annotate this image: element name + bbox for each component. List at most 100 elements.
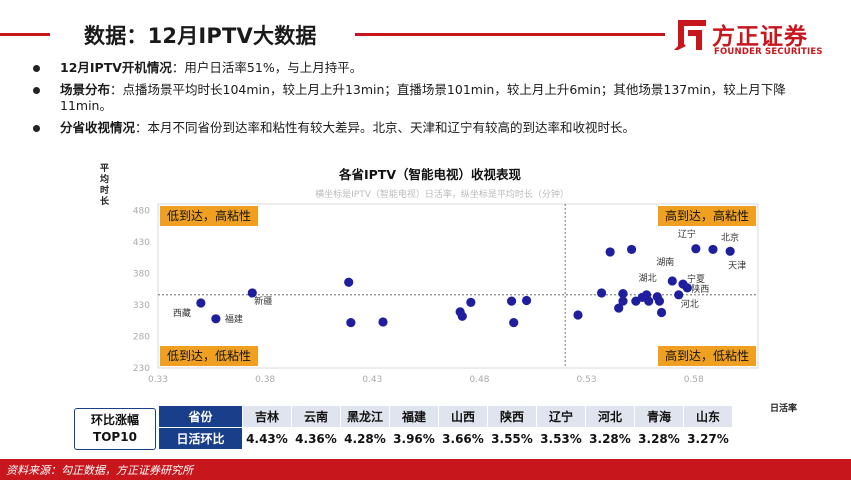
data-point <box>708 244 718 255</box>
data-point <box>573 310 583 320</box>
data-point-label: 西藏 <box>173 307 191 319</box>
data-point <box>509 317 519 328</box>
ranking-tag-line1: 环比涨幅 <box>90 413 139 427</box>
data-point <box>682 283 692 293</box>
data-point <box>654 296 665 306</box>
data-point <box>378 317 388 327</box>
y-tick-label: 330 <box>133 301 150 311</box>
bullet-item: 分省收视情况：本月不同省份到达率和粘性有较大差异。北京、天津和辽宁有较高的到达率… <box>30 120 820 136</box>
quadrant-label-top-right: 高到达，高粘性 <box>665 208 749 223</box>
data-point <box>656 307 667 318</box>
header-rule-left <box>0 33 50 36</box>
data-point-label: 辽宁 <box>678 228 696 240</box>
ranking-row-head: 省份 <box>158 405 243 428</box>
y-tick-label: 430 <box>133 238 150 248</box>
data-point-label: 宁夏 <box>687 273 705 285</box>
scatter-chart-svg: 各省IPTV（智能电视）收视表现横坐标是IPTV（智能电视）日活率，纵坐标是平均… <box>100 163 797 414</box>
data-point-label: 福建 <box>225 313 243 325</box>
data-point <box>457 311 467 321</box>
ranking-cell-value: 3.55% <box>487 427 537 450</box>
data-point-label: 天津 <box>728 260 746 271</box>
data-point <box>605 247 615 257</box>
x-tick-label: 0.58 <box>684 375 704 385</box>
ranking-cell-value: 4.36% <box>291 427 341 450</box>
footer-bar: 资料来源：勾正数据，方正证券研究所 <box>0 459 851 480</box>
data-point <box>667 276 677 286</box>
quadrant-box-bottom-right <box>658 346 756 366</box>
data-point <box>626 244 637 255</box>
data-point <box>247 288 257 298</box>
ranking-cell-value: 3.53% <box>536 427 586 450</box>
bullet-heading: 分省收视情况 <box>60 120 136 135</box>
x-tick-label: 0.43 <box>362 375 382 385</box>
y-tick-label: 280 <box>133 332 150 342</box>
ranking-cell-value: 4.28% <box>340 427 390 450</box>
bullet-text: ：点播场景平均时长104min，较上月上升13min；直播场景101min，较上… <box>60 82 786 113</box>
ranking-cell-value: 4.43% <box>242 427 292 450</box>
ranking-cell-province: 福建 <box>389 405 439 428</box>
ranking-cell-value: 3.28% <box>634 427 684 450</box>
page-title: 数据：12月IPTV大数据 <box>84 24 317 48</box>
footer-source: 资料来源：勾正数据，方正证券研究所 <box>6 464 193 477</box>
ranking-tag-line2: TOP10 <box>93 430 137 444</box>
ranking-cell-province: 陕西 <box>487 405 537 428</box>
data-point <box>466 297 476 307</box>
data-point <box>618 296 628 306</box>
ranking-table: 省份 吉林 云南 黑龙江 福建 山西 陕西 辽宁 河北 青海 山东 日活环比 4.43% 4.36%… <box>158 405 733 450</box>
founder-logo: 方正证券 FOUNDER SECURITIES <box>672 14 847 62</box>
logo-text-cn: 方正证券 <box>712 24 808 50</box>
ranking-cell-province: 河北 <box>585 405 635 428</box>
data-point-label: 新疆 <box>254 295 272 307</box>
bullet-list: 12月IPTV开机情况：用户日活率51%，与上月持平。 场景分布：点播场景平均时… <box>30 60 820 142</box>
data-point-label: 河北 <box>681 298 699 310</box>
bullet-text: ：本月不同省份到达率和粘性有较大差异。北京、天津和辽宁有较高的到达率和收视时长。 <box>135 120 636 135</box>
y-tick-label: 230 <box>133 364 150 374</box>
data-point-label: 北京 <box>721 231 739 243</box>
x-tick-label: 0.33 <box>148 375 168 385</box>
ranking-cell-value: 3.27% <box>683 427 733 450</box>
plot-area <box>157 203 759 369</box>
bullet-dot-icon <box>33 125 40 132</box>
bullet-item: 12月IPTV开机情况：用户日活率51%，与上月持平。 <box>30 60 820 76</box>
y-axis-label: 平均时长 <box>100 163 110 207</box>
data-point-label: 湖北 <box>639 273 657 284</box>
bullet-dot-icon <box>33 65 40 72</box>
y-tick-label: 380 <box>133 269 150 279</box>
ranking-cell-value: 3.96% <box>389 427 439 450</box>
data-point <box>521 295 532 306</box>
founder-logo-icon <box>674 20 706 50</box>
data-point <box>614 303 624 313</box>
bullet-heading: 场景分布 <box>60 82 111 97</box>
quadrant-label-bottom-right: 高到达，低粘性 <box>665 348 749 363</box>
ranking-cell-value: 3.28% <box>585 427 635 450</box>
data-point-label: 湖南 <box>656 256 674 268</box>
data-point <box>725 246 735 256</box>
ranking-row-head: 日活环比 <box>158 427 243 450</box>
x-tick-label: 0.53 <box>577 375 597 385</box>
data-point <box>211 314 221 324</box>
ranking-tag: 环比涨幅 TOP10 <box>74 408 156 450</box>
data-point <box>506 296 517 306</box>
ranking-cell-value: 3.66% <box>438 427 488 450</box>
ranking-cell-province: 云南 <box>291 405 341 428</box>
ranking-cell-province: 黑龙江 <box>340 405 390 428</box>
ranking-row-province: 省份 吉林 云南 黑龙江 福建 山西 陕西 辽宁 河北 青海 山东 <box>158 405 733 428</box>
ranking-cell-province: 吉林 <box>242 405 292 428</box>
data-point <box>674 290 684 300</box>
ranking-cell-province: 山西 <box>438 405 488 428</box>
data-point <box>346 317 356 328</box>
bullet-dot-icon <box>33 87 40 94</box>
quadrant-box-top-right <box>658 206 756 226</box>
header-rule-right <box>355 33 665 36</box>
bullet-heading: 12月IPTV开机情况 <box>60 60 172 75</box>
bullet-text: ：用户日活率51%，与上月持平。 <box>171 60 363 75</box>
chart-title: 各省IPTV（智能电视）收视表现 <box>338 167 522 182</box>
data-point <box>596 288 607 298</box>
ranking-row-value: 日活环比 4.43% 4.36% 4.28% 3.96% 3.66% 3.55% 3.53%… <box>158 427 733 450</box>
quadrant-box-bottom-left <box>160 346 258 366</box>
data-point <box>618 288 628 299</box>
y-tick-label: 480 <box>133 206 150 216</box>
bullet-item: 场景分布：点播场景平均时长104min，较上月上升13min；直播场景101mi… <box>30 82 820 114</box>
quadrant-label-bottom-left: 低到达，低粘性 <box>167 348 251 363</box>
scatter-chart: 各省IPTV（智能电视）收视表现 横坐标是IPTV（智能电视）日活率，纵坐标是平均… <box>90 155 797 414</box>
